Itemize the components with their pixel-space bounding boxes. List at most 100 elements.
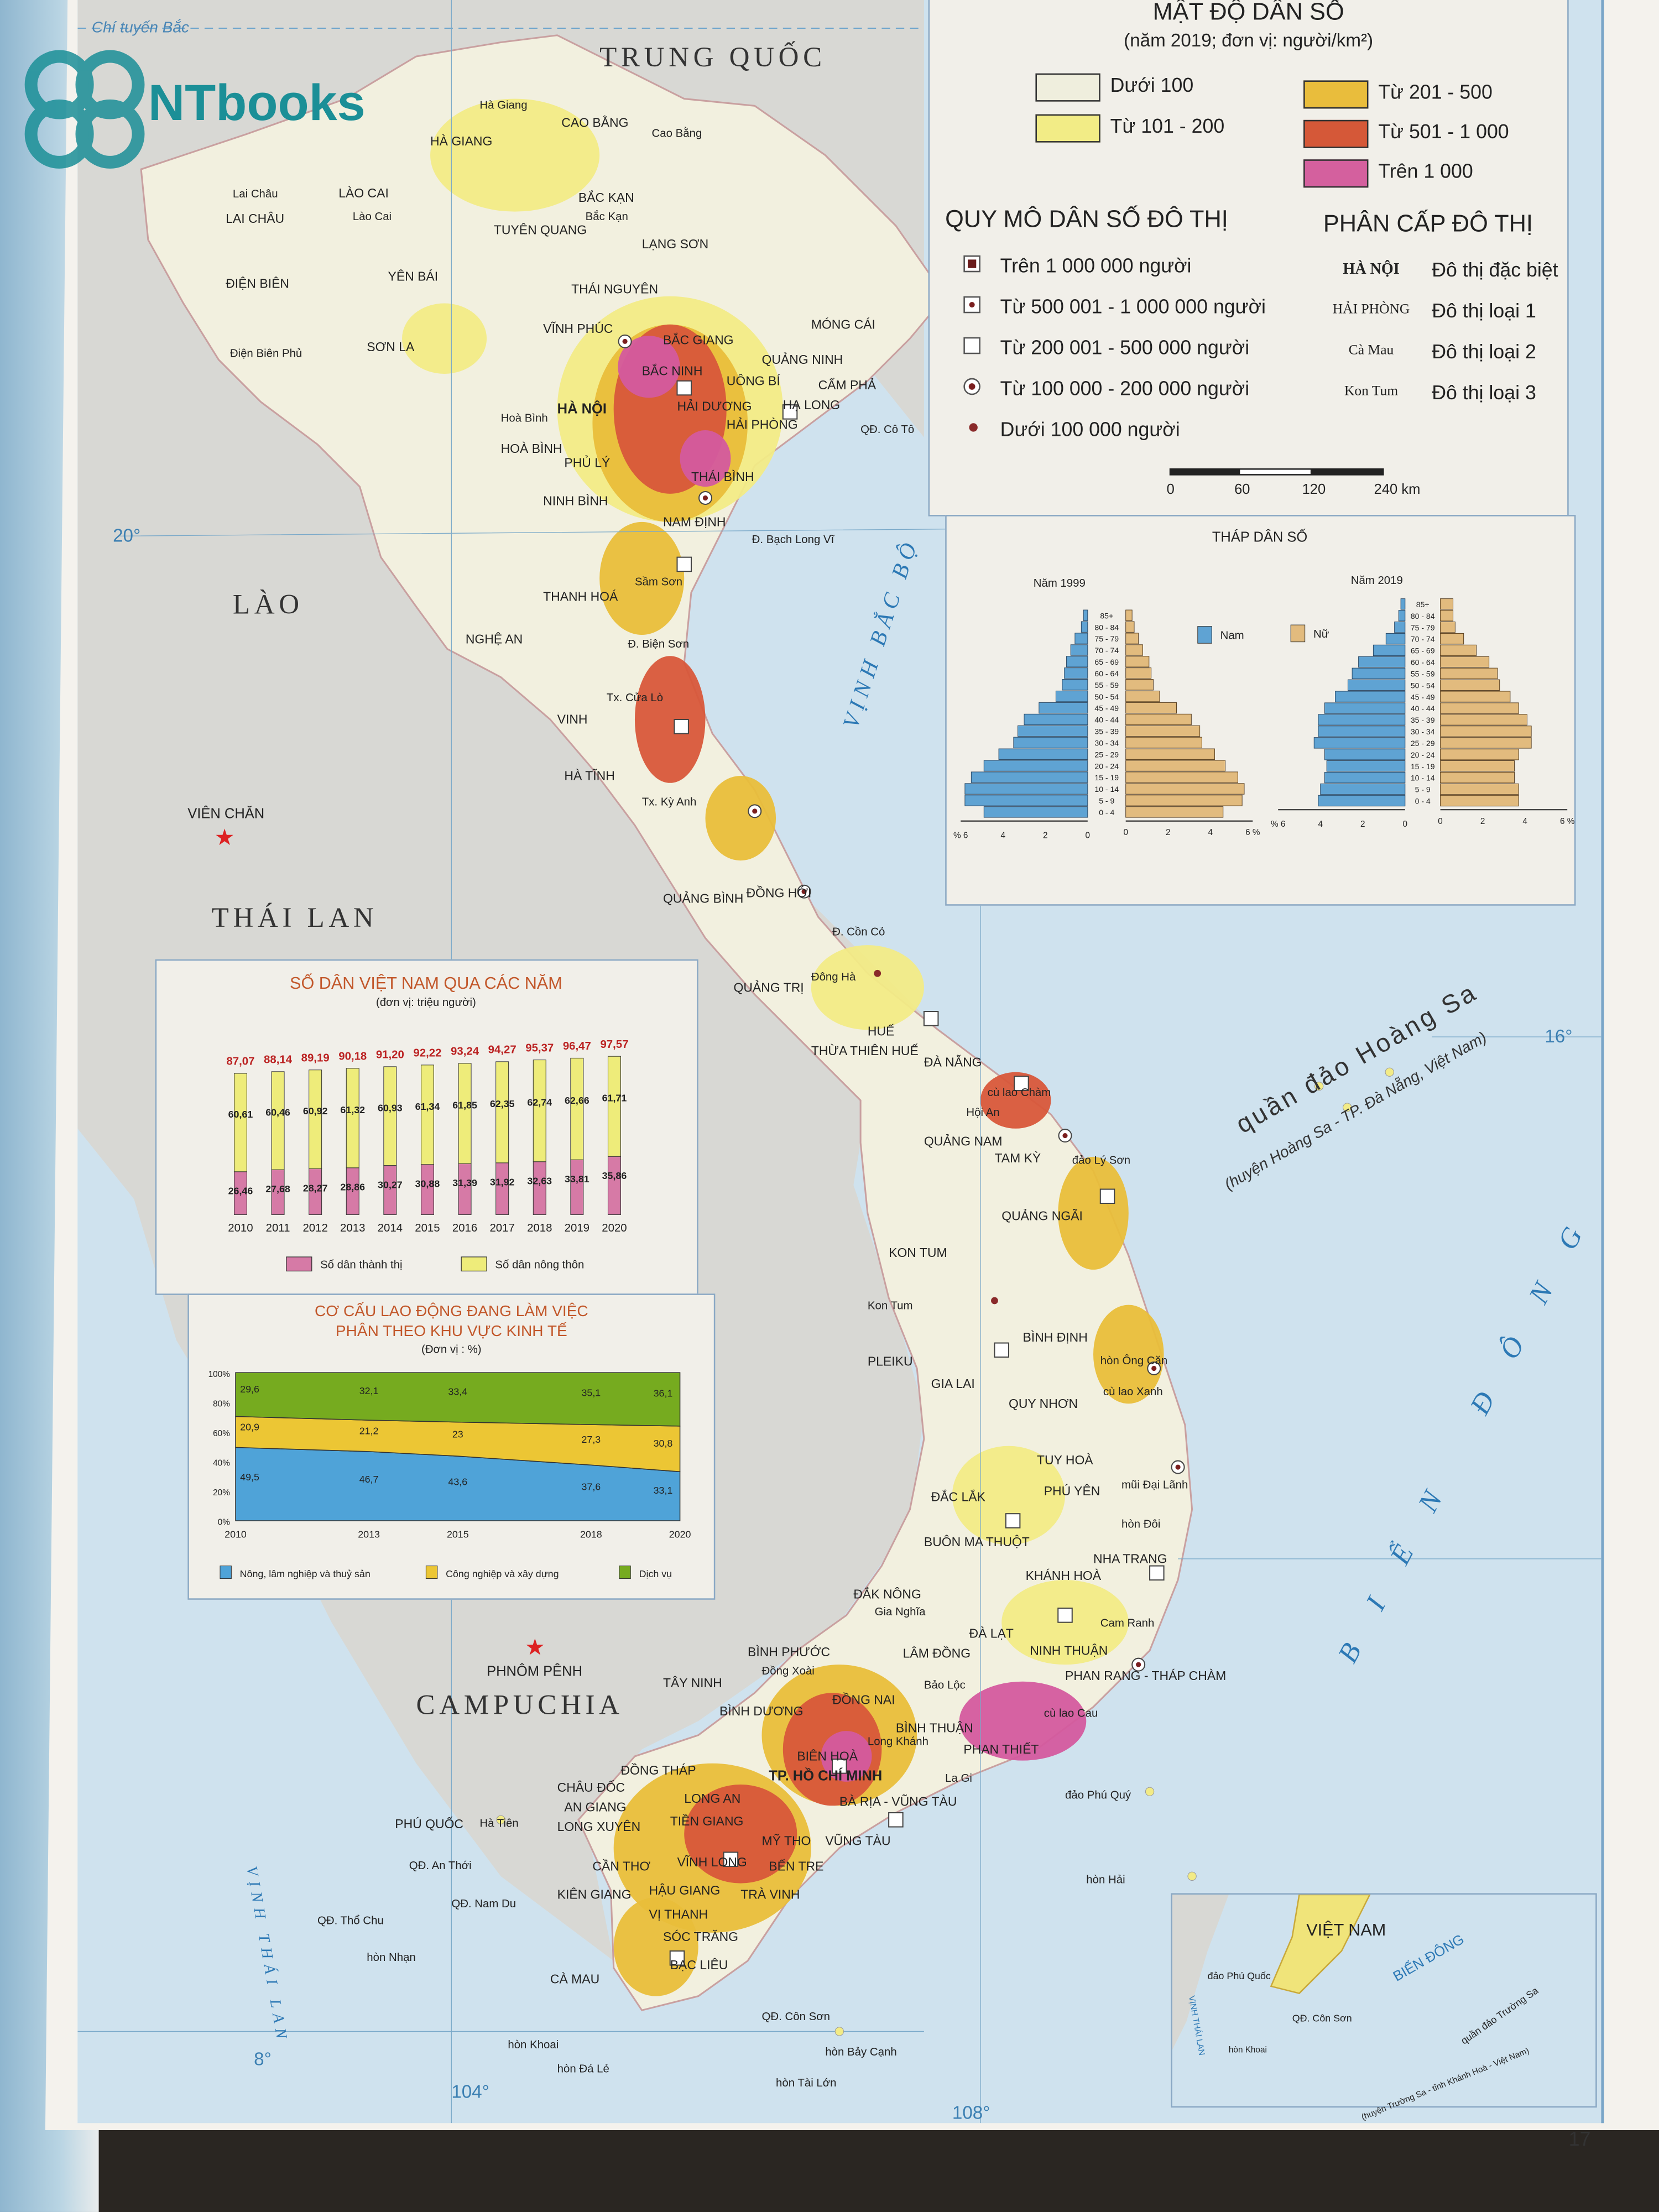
legend-swatch <box>619 1566 631 1579</box>
pyramid-bar-male <box>1055 690 1088 702</box>
population-bar-chart-panel: SỐ DÂN VIỆT NAM QUA CÁC NĂM (đơn vị: triệ… <box>155 959 698 1295</box>
pyramid-bar-female <box>1125 702 1177 714</box>
area-data-label: 21,2 <box>359 1426 379 1437</box>
place-label: BIÊN HOÀ <box>797 1749 858 1764</box>
place-label: QUẢNG BÌNH <box>662 891 744 906</box>
place-label: Sầm Sơn <box>634 575 682 588</box>
density-label: Trên 1 000 <box>1378 159 1473 182</box>
x-tick-label: 2 <box>1360 820 1365 829</box>
pyramid-bar-male <box>1066 656 1088 667</box>
scale-tick: 240 km <box>1374 482 1421 498</box>
city-symbol-square <box>832 1759 847 1774</box>
place-label: MỸ THO <box>761 1834 811 1848</box>
pyramid-bar-female <box>1440 679 1500 691</box>
city-symbol-square <box>676 380 692 396</box>
age-group-label: 5 - 9 <box>1099 796 1114 805</box>
place-label: KON TUM <box>889 1245 947 1260</box>
age-group-label: 0 - 4 <box>1415 797 1431 806</box>
bar-urban-label: 32,63 <box>527 1176 552 1187</box>
age-group-label: 55 - 59 <box>1411 669 1435 678</box>
pyramid-bar-female <box>1125 633 1139 644</box>
city-symbol-square <box>1014 1076 1029 1091</box>
pyramid-bar-female <box>1125 760 1226 771</box>
bar-urban-label: 28,27 <box>303 1182 328 1193</box>
urban-size-label: Dưới 100 000 người <box>1000 418 1180 440</box>
place-label: SÓC TRĂNG <box>662 1929 739 1944</box>
city-symbol-square <box>1005 1513 1021 1528</box>
city-symbol-dot <box>874 969 881 977</box>
place-label: THANH HOÁ <box>543 589 618 604</box>
place-label: BẮC KẠN <box>578 190 634 205</box>
y-tick-label: 100% <box>208 1370 231 1379</box>
place-label: Lai Châu <box>232 187 278 201</box>
place-label: ĐÀ LẠT <box>969 1626 1014 1641</box>
area-series-2 <box>235 1372 681 1427</box>
place-label: SƠN LA <box>367 340 415 354</box>
place-label: THỪA THIÊN HUẾ <box>811 1044 919 1058</box>
density-zone <box>1058 1156 1129 1270</box>
place-label: HÀ GIANG <box>430 134 493 148</box>
urban-size-symbol-icon <box>963 378 980 395</box>
density-swatch <box>1035 73 1100 102</box>
place-label: cù lao Xanh <box>1103 1385 1163 1399</box>
y-tick-label: 0% <box>218 1518 231 1527</box>
pyramid-bar-female <box>1125 771 1239 783</box>
inset-label: đảo Phú Quốc <box>1207 1972 1271 1983</box>
place-label: Tx. Cửa Lò <box>606 691 664 704</box>
density-swatch <box>1303 80 1369 109</box>
place-label: PLEIKU <box>867 1354 913 1369</box>
place-label: cù lao Cau <box>1044 1707 1098 1720</box>
y-tick-label: 40% <box>213 1458 230 1468</box>
pyramid-bar-female <box>1440 726 1532 737</box>
pyramid-bar-female <box>1440 644 1477 656</box>
pyramid-bar-male <box>1385 633 1406 645</box>
legend-swatch <box>220 1566 232 1579</box>
density-zone <box>959 1681 1087 1761</box>
bar-urban <box>420 1164 434 1215</box>
legend-label: Nữ <box>1313 628 1329 640</box>
age-group-label: 45 - 49 <box>1411 692 1435 701</box>
urban-size-legend-title: QUY MÔ DÂN SỐ ĐÔ THỊ <box>945 206 1228 233</box>
city-symbol-square <box>723 1851 739 1867</box>
island <box>496 1815 505 1824</box>
place-label: TUYÊN QUANG <box>493 223 587 237</box>
city-symbol-square <box>676 556 692 572</box>
pyramid-bar-male <box>1024 713 1088 726</box>
bar-rural <box>533 1060 546 1162</box>
place-label: QUẢNG TRỊ <box>733 980 804 995</box>
pyramid-bar-male <box>1324 771 1406 784</box>
city-symbol-square <box>1099 1188 1115 1204</box>
age-group-label: 40 - 44 <box>1411 704 1435 713</box>
scale-tick: 0 <box>1166 482 1175 498</box>
legend-swatch-female <box>1290 624 1306 643</box>
legend-label: Dịch vụ <box>639 1568 672 1579</box>
bar-rural <box>607 1056 621 1157</box>
graticule-label: 16° <box>1545 1025 1573 1047</box>
place-label: HÀ TĨNH <box>564 769 615 783</box>
age-group-label: 75 - 79 <box>1094 634 1119 643</box>
city-symbol-dot <box>1175 1464 1181 1470</box>
place-label: ĐỒNG HỚI <box>746 886 812 900</box>
place-label: Long Khánh <box>867 1735 928 1748</box>
place-label: BẮC NINH <box>641 364 703 378</box>
x-tick-label: 4 <box>1522 817 1527 826</box>
bar-rural-label: 62,74 <box>527 1097 552 1108</box>
x-tick-label: 4 <box>1208 828 1213 837</box>
density-zone <box>613 1897 698 1996</box>
pyramid-bar-male <box>1081 621 1088 633</box>
age-group-label: 60 - 64 <box>1094 669 1119 678</box>
pyramid-bar-male <box>1318 714 1406 726</box>
place-label: Gia Nghĩa <box>874 1605 926 1618</box>
urban-size-symbol-icon <box>963 337 980 354</box>
city-symbol-square <box>994 1342 1009 1358</box>
legend-label: Nông, lâm nghiệp và thuỷ sản <box>240 1568 371 1579</box>
urban-rank-label: Đô thị loại 2 <box>1432 340 1536 363</box>
pyramid-bar-male <box>1018 725 1088 737</box>
island <box>1385 1067 1394 1077</box>
density-zone <box>1093 1305 1164 1404</box>
population-bar-chart: SỐ DÂN VIỆT NAM QUA CÁC NĂM (đơn vị: triệ… <box>226 973 628 1272</box>
foreign-capital-label: VIÊN CHĂN <box>187 807 265 823</box>
bar-rural-label: 60,61 <box>228 1109 253 1120</box>
bar-urban-label: 26,46 <box>228 1186 253 1197</box>
place-label: AN GIANG <box>564 1800 627 1814</box>
